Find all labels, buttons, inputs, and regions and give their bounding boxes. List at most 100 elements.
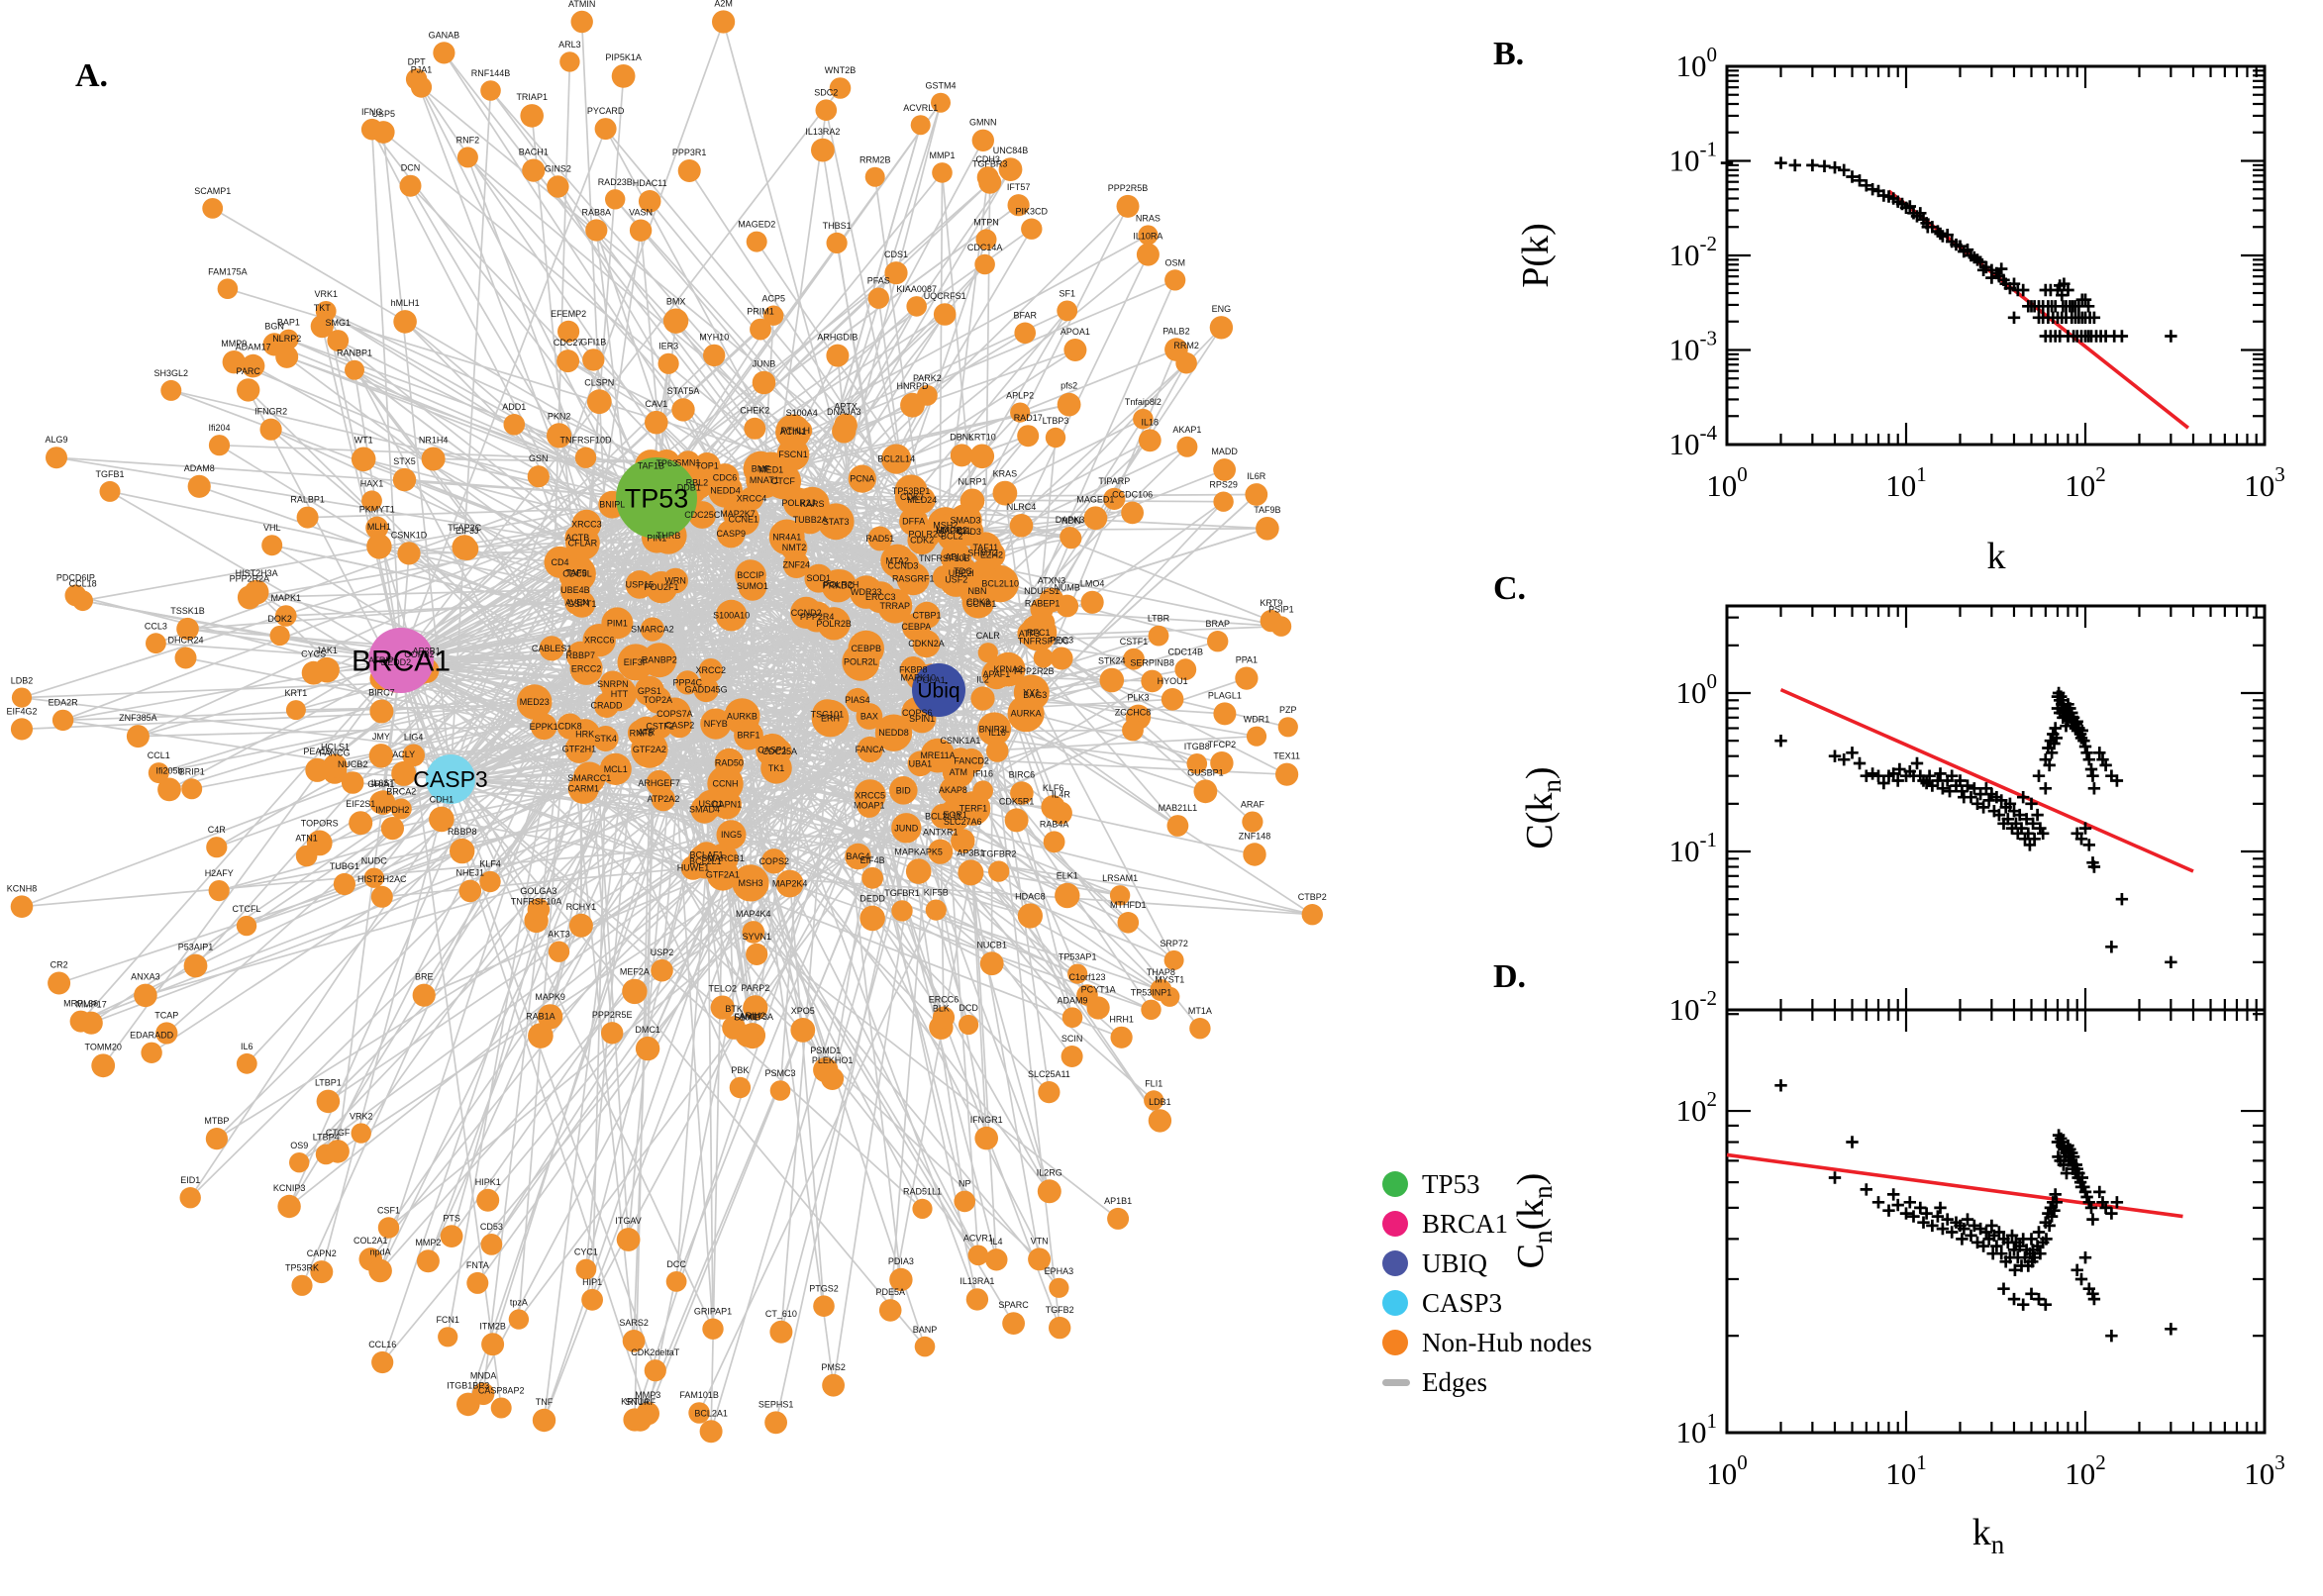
network-node-label: TOP1 — [695, 460, 718, 470]
legend-item-label: CASP3 — [1422, 1287, 1503, 1318]
network-node — [412, 983, 436, 1007]
network-edge — [255, 591, 724, 876]
network-node-label: SH3GL2 — [154, 368, 189, 378]
hub-label-brca1: BRCA1 — [352, 646, 451, 678]
network-node — [932, 162, 953, 183]
network-node — [920, 738, 956, 773]
network-node-label: PCYT1A — [1081, 984, 1116, 994]
network-node — [756, 733, 789, 767]
network-node — [323, 753, 348, 778]
network-edge — [313, 671, 590, 779]
network-node — [458, 879, 482, 903]
network-node-label: SLC27A6 — [944, 817, 982, 827]
network-node-label: ERCC2 — [571, 663, 602, 673]
network-node-label: S100A10 — [713, 611, 750, 621]
network-node — [516, 684, 553, 720]
network-node — [932, 565, 957, 589]
network-node-label: STX5 — [393, 456, 416, 466]
network-node-label: NMT2 — [782, 543, 807, 552]
network-node-label: VTN — [1031, 1236, 1049, 1246]
network-node-label: PIAS4 — [845, 695, 870, 705]
network-node — [769, 1320, 793, 1344]
network-node — [959, 1014, 979, 1036]
network-node — [532, 1408, 556, 1433]
network-node — [1164, 269, 1186, 291]
network-node — [1235, 666, 1259, 690]
network-node — [1136, 243, 1160, 266]
panel-a-label: A. — [75, 57, 109, 94]
network-node — [948, 748, 973, 772]
network-node — [179, 1187, 201, 1209]
network-node-label: RPS29 — [1209, 480, 1238, 490]
network-node-label: BCL2L11 — [925, 811, 961, 821]
x-tick-label: 100 — [1706, 462, 1748, 503]
hub-label-casp3: CASP3 — [413, 766, 487, 792]
network-edge — [450, 778, 926, 1347]
network-node-label: APOA1 — [1060, 327, 1090, 337]
network-node-label: IL6 — [241, 1042, 253, 1051]
network-node-label: PPP3R1 — [672, 148, 707, 157]
network-node-label: C1orf123 — [1068, 972, 1105, 982]
network-node — [775, 869, 804, 898]
network-node — [371, 1350, 394, 1374]
network-node-label: KCNH8 — [7, 883, 38, 893]
network-node-label: SMG1 — [326, 318, 352, 328]
network-node-label: LDB2 — [11, 676, 34, 686]
network-node-label: HIP1 — [582, 1277, 602, 1287]
network-node — [327, 330, 350, 351]
network-node-label: DPT — [408, 56, 427, 66]
network-edge — [889, 668, 1010, 1311]
network-node-label: IL4 — [990, 1237, 1003, 1247]
network-node — [1037, 1179, 1061, 1204]
network-node — [548, 941, 570, 962]
network-node-label: SEPHS1 — [758, 1399, 794, 1409]
network-node — [365, 516, 389, 540]
network-edge — [725, 489, 1287, 775]
network-node — [878, 1299, 902, 1322]
network-node-label: BLK — [933, 1003, 950, 1013]
network-node — [746, 943, 768, 966]
network-node — [1138, 429, 1162, 452]
network-node-label: TP53AP1 — [1059, 952, 1097, 962]
network-node-label: SERPINB8 — [1130, 658, 1174, 668]
network-node-label: CT_610 — [765, 1309, 797, 1319]
network-node — [790, 1018, 816, 1043]
network-node — [1275, 762, 1299, 786]
y-tick-label: 10-1 — [1669, 828, 1718, 868]
network-node — [51, 709, 74, 732]
network-node — [476, 1188, 500, 1212]
network-node-label: SNRPN — [597, 679, 629, 689]
network-node-label: TGFB1 — [95, 469, 124, 479]
network-node-label: WT1 — [354, 436, 373, 446]
network-node — [205, 1128, 228, 1150]
network-edge — [476, 590, 978, 1284]
network-node — [1010, 402, 1031, 423]
network-node-label: Tnfaip8l2 — [1125, 397, 1162, 407]
network-node — [202, 198, 224, 219]
network-node — [1141, 669, 1163, 693]
network-node-label: IFT57 — [1007, 182, 1031, 192]
network-edge — [518, 668, 1009, 1321]
network-edge — [62, 689, 940, 722]
network-edge — [321, 326, 724, 859]
network-node — [914, 1336, 936, 1357]
network-node-label: NEDD8 — [878, 728, 909, 738]
network-node — [896, 562, 930, 596]
network-node — [1063, 339, 1087, 361]
network-node-label: PPP2R5B — [1108, 183, 1149, 193]
network-node — [821, 1067, 845, 1090]
network-node-label: LIG4 — [404, 733, 424, 743]
network-node-label: NP — [959, 1179, 971, 1189]
network-node — [688, 1402, 710, 1424]
network-edge — [21, 683, 614, 908]
network-node-label: PEA15 — [303, 747, 331, 756]
network-node-label: TAF1B — [638, 460, 664, 470]
network-node-label: PIK3CD — [1016, 207, 1049, 217]
network-node-label: CDC14A — [967, 243, 1003, 252]
network-node — [455, 537, 479, 561]
network-node — [845, 843, 871, 870]
network-node — [981, 659, 1012, 690]
network-node-label: CDC25A — [762, 747, 798, 756]
network-node-label: ZCCHC8 — [1115, 708, 1152, 718]
network-node-label: RCHY1 — [566, 902, 597, 912]
